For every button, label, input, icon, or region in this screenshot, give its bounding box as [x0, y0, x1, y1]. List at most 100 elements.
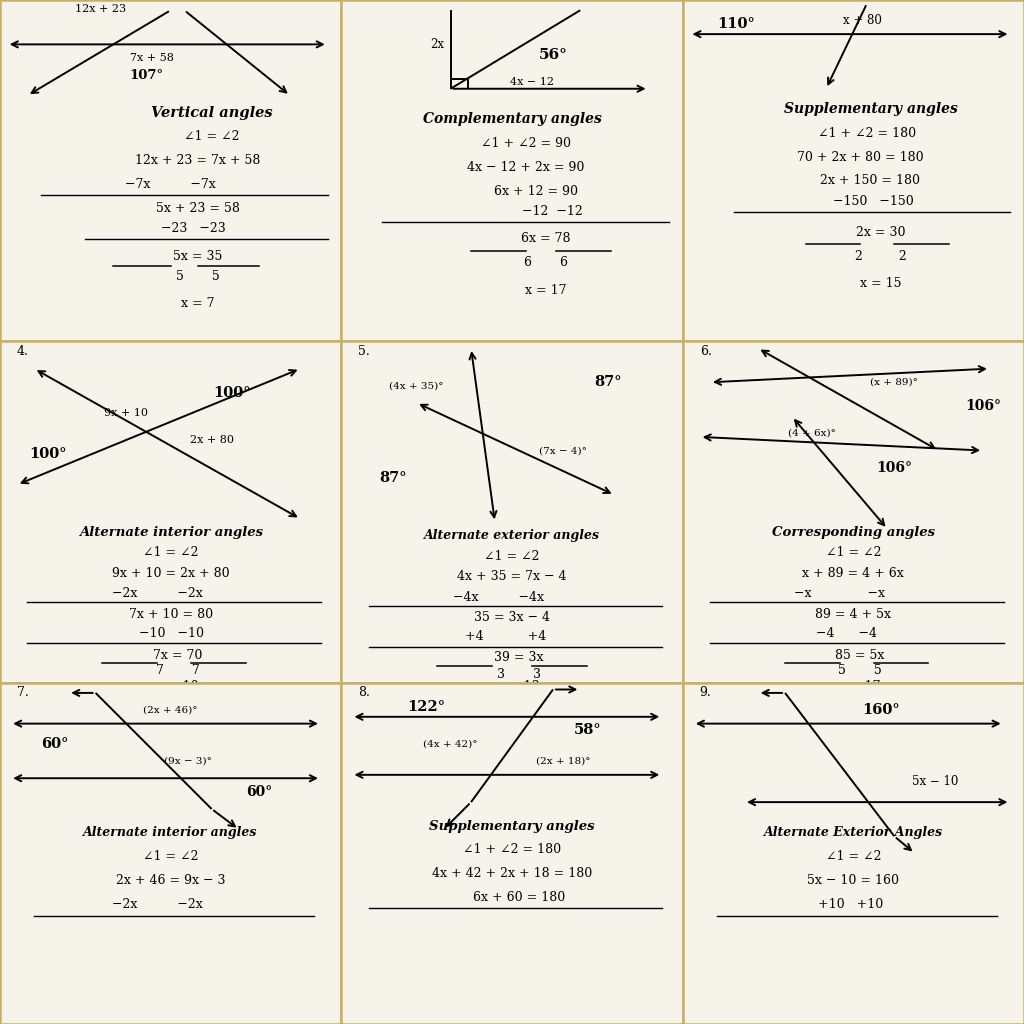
- Text: −4      −4: −4 −4: [816, 627, 877, 640]
- Text: 106°: 106°: [965, 399, 1001, 414]
- Text: 100°: 100°: [29, 446, 67, 461]
- Text: 6.: 6.: [699, 345, 712, 358]
- Text: x + 89 = 4 + 6x: x + 89 = 4 + 6x: [803, 567, 904, 580]
- Text: x = 10: x = 10: [157, 680, 199, 692]
- Text: +10   +10: +10 +10: [803, 898, 884, 911]
- Text: x = 17: x = 17: [525, 284, 567, 297]
- Text: 7x + 10 = 80: 7x + 10 = 80: [129, 608, 213, 621]
- Text: 39 = 3x: 39 = 3x: [494, 650, 544, 664]
- Text: (x + 89)°: (x + 89)°: [870, 378, 919, 387]
- Text: 5x + 23 = 58: 5x + 23 = 58: [156, 202, 240, 215]
- Text: 85 = 5x: 85 = 5x: [836, 649, 885, 662]
- Text: 5       5: 5 5: [839, 665, 882, 677]
- Text: x = 7: x = 7: [181, 297, 215, 310]
- Text: +4           +4: +4 +4: [465, 630, 546, 643]
- Text: (4x + 42)°: (4x + 42)°: [423, 739, 478, 749]
- Text: 160°: 160°: [862, 702, 899, 717]
- Text: (4 + 6x)°: (4 + 6x)°: [788, 429, 837, 438]
- Text: Alternate exterior angles: Alternate exterior angles: [424, 529, 600, 543]
- Text: Alternate Exterior Angles: Alternate Exterior Angles: [764, 826, 943, 840]
- Text: 122°: 122°: [408, 699, 445, 714]
- Text: ∠1 = ∠2: ∠1 = ∠2: [484, 550, 540, 563]
- Text: 2         2: 2 2: [855, 250, 906, 262]
- Text: 8.: 8.: [358, 686, 371, 699]
- Text: 5x − 10 = 160: 5x − 10 = 160: [807, 874, 899, 887]
- Text: (7x − 4)°: (7x − 4)°: [540, 446, 587, 455]
- Text: 100°: 100°: [213, 385, 251, 399]
- Text: 3       3: 3 3: [497, 668, 541, 681]
- Text: −12  −12: −12 −12: [489, 205, 583, 218]
- Text: 4x + 35 = 7x − 4: 4x + 35 = 7x − 4: [458, 570, 566, 584]
- Text: 7       7: 7 7: [156, 665, 200, 677]
- Text: 2x: 2x: [430, 38, 444, 51]
- Text: ∠1 = ∠2: ∠1 = ∠2: [184, 130, 240, 143]
- Text: 5.: 5.: [358, 345, 370, 358]
- Text: −2x          −2x: −2x −2x: [112, 898, 203, 911]
- Text: 12x + 23 = 7x + 58: 12x + 23 = 7x + 58: [135, 154, 261, 167]
- Text: −4x          −4x: −4x −4x: [453, 591, 544, 604]
- Text: 87°: 87°: [379, 471, 407, 485]
- Text: ∠1 = ∠2: ∠1 = ∠2: [143, 850, 199, 863]
- Text: −10   −10: −10 −10: [123, 627, 205, 640]
- Text: 58°: 58°: [573, 723, 601, 737]
- Text: x = 17: x = 17: [840, 680, 881, 692]
- Text: Alternate interior angles: Alternate interior angles: [84, 826, 258, 840]
- Text: −2x          −2x: −2x −2x: [112, 588, 203, 600]
- Text: 35 = 3x − 4: 35 = 3x − 4: [474, 611, 550, 625]
- Text: Supplementary angles: Supplementary angles: [429, 819, 595, 833]
- Text: (9x − 3)°: (9x − 3)°: [164, 757, 212, 766]
- Text: 87°: 87°: [594, 375, 622, 389]
- Text: −23   −23: −23 −23: [150, 222, 226, 236]
- Text: 6x = 78: 6x = 78: [521, 232, 571, 246]
- Text: 5       5: 5 5: [176, 270, 220, 283]
- Text: −7x          −7x: −7x −7x: [125, 178, 216, 190]
- Text: (2x + 46)°: (2x + 46)°: [143, 706, 198, 715]
- Text: −x              −x: −x −x: [795, 588, 885, 600]
- Text: 56°: 56°: [539, 47, 567, 61]
- Text: 107°: 107°: [130, 69, 164, 82]
- Text: x = 13: x = 13: [498, 680, 540, 692]
- Text: Alternate interior angles: Alternate interior angles: [79, 526, 263, 539]
- Text: 12x + 23: 12x + 23: [75, 3, 126, 13]
- Text: 110°: 110°: [717, 16, 755, 31]
- Text: 5x − 10: 5x − 10: [912, 775, 958, 788]
- Text: 2x + 150 = 180: 2x + 150 = 180: [820, 174, 921, 187]
- Text: 5x = 35: 5x = 35: [173, 250, 222, 262]
- Text: ∠1 = ∠2: ∠1 = ∠2: [825, 850, 881, 863]
- Text: 9x + 10: 9x + 10: [104, 408, 148, 418]
- Text: 7x + 58: 7x + 58: [130, 53, 174, 63]
- Text: 9x + 10 = 2x + 80: 9x + 10 = 2x + 80: [112, 567, 229, 580]
- Text: 89 = 4 + 5x: 89 = 4 + 5x: [815, 608, 891, 621]
- Text: Supplementary angles: Supplementary angles: [783, 102, 957, 117]
- Text: 9.: 9.: [699, 686, 712, 699]
- Text: 6x + 60 = 180: 6x + 60 = 180: [473, 891, 565, 904]
- Text: ∠1 = ∠2: ∠1 = ∠2: [143, 547, 199, 559]
- Text: Complementary angles: Complementary angles: [423, 113, 601, 127]
- Text: (4x + 35)°: (4x + 35)°: [389, 381, 443, 390]
- Text: ∠1 + ∠2 = 180: ∠1 + ∠2 = 180: [463, 844, 561, 856]
- Text: 6       6: 6 6: [524, 256, 568, 269]
- Text: 60°: 60°: [41, 737, 69, 752]
- Text: 7.: 7.: [17, 686, 29, 699]
- Text: Corresponding angles: Corresponding angles: [772, 526, 935, 539]
- Text: 60°: 60°: [246, 784, 272, 799]
- Text: 4.: 4.: [17, 345, 29, 358]
- Text: x + 80: x + 80: [843, 14, 882, 27]
- Text: ∠1 + ∠2 = 90: ∠1 + ∠2 = 90: [480, 137, 570, 150]
- Text: 2x + 80: 2x + 80: [189, 435, 233, 445]
- Text: ∠1 = ∠2: ∠1 = ∠2: [825, 547, 881, 559]
- Text: Vertical angles: Vertical angles: [151, 105, 272, 120]
- Text: 106°: 106°: [877, 461, 912, 475]
- Text: 70 + 2x + 80 = 180: 70 + 2x + 80 = 180: [797, 151, 924, 164]
- Text: 6x + 12 = 90: 6x + 12 = 90: [494, 184, 578, 198]
- Text: 7x = 70: 7x = 70: [153, 649, 202, 662]
- Text: x = 15: x = 15: [860, 276, 901, 290]
- Text: 4x − 12: 4x − 12: [511, 77, 554, 87]
- Text: −150   −150: −150 −150: [820, 195, 913, 208]
- Text: 4x + 42 + 2x + 18 = 180: 4x + 42 + 2x + 18 = 180: [432, 867, 592, 881]
- Text: 2x + 46 = 9x − 3: 2x + 46 = 9x − 3: [116, 874, 225, 887]
- Text: 2x = 30: 2x = 30: [856, 225, 905, 239]
- Text: (2x + 18)°: (2x + 18)°: [536, 757, 591, 766]
- Text: ∠1 + ∠2 = 180: ∠1 + ∠2 = 180: [818, 127, 916, 139]
- Text: 4x − 12 + 2x = 90: 4x − 12 + 2x = 90: [467, 161, 585, 174]
